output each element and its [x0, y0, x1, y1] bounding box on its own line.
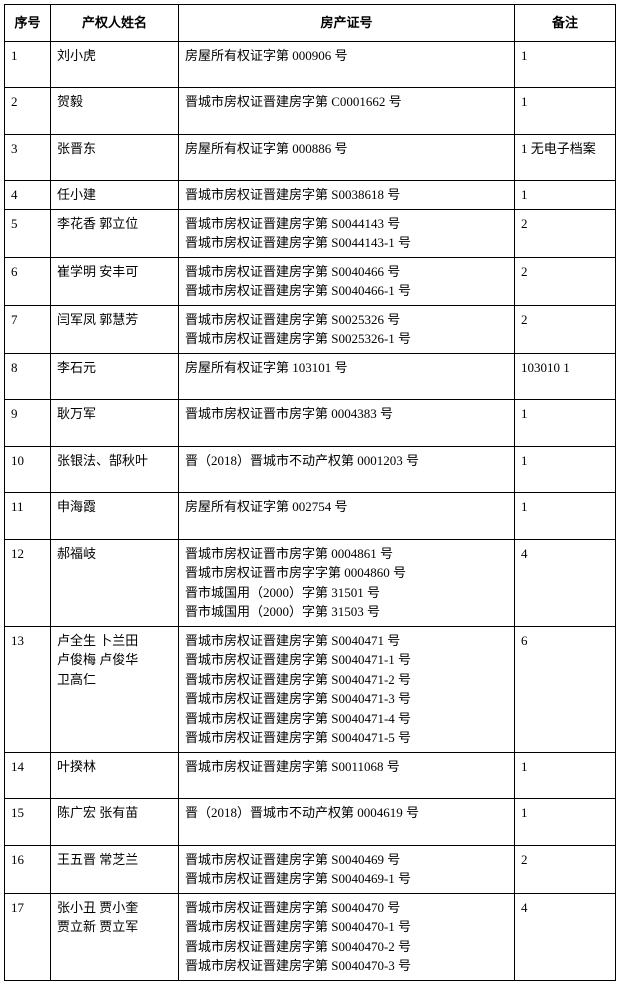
- cell-note: 1: [515, 41, 616, 88]
- table-row: 15陈广宏 张有苗晋（2018）晋城市不动产权第 0004619 号1: [5, 799, 616, 846]
- cell-name: 王五晋 常芝兰: [51, 845, 179, 893]
- table-row: 2贺毅晋城市房权证晋建房字第 C0001662 号1: [5, 88, 616, 135]
- cell-name: 叶揆林: [51, 752, 179, 799]
- cell-cert: 房屋所有权证字第 000886 号: [179, 134, 515, 181]
- cell-seq: 15: [5, 799, 51, 846]
- cell-seq: 17: [5, 893, 51, 980]
- table-row: 17张小丑 贾小奎 贾立新 贾立军晋城市房权证晋建房字第 S0040470 号 …: [5, 893, 616, 980]
- cell-note: 2: [515, 209, 616, 257]
- cell-seq: 2: [5, 88, 51, 135]
- cell-seq: 7: [5, 305, 51, 353]
- table-body: 1刘小虎房屋所有权证字第 000906 号12贺毅晋城市房权证晋建房字第 C00…: [5, 41, 616, 980]
- cell-cert: 晋（2018）晋城市不动产权第 0004619 号: [179, 799, 515, 846]
- cell-seq: 1: [5, 41, 51, 88]
- cell-name: 张小丑 贾小奎 贾立新 贾立军: [51, 893, 179, 980]
- cell-cert: 晋（2018）晋城市不动产权第 0001203 号: [179, 446, 515, 493]
- cell-seq: 5: [5, 209, 51, 257]
- table-row: 1刘小虎房屋所有权证字第 000906 号1: [5, 41, 616, 88]
- cell-name: 张银法、郜秋叶: [51, 446, 179, 493]
- cell-note: 2: [515, 257, 616, 305]
- table-row: 14叶揆林晋城市房权证晋建房字第 S0011068 号1: [5, 752, 616, 799]
- cell-note: 2: [515, 305, 616, 353]
- cell-seq: 10: [5, 446, 51, 493]
- table-row: 12郝福岐晋城市房权证晋市房字第 0004861 号 晋城市房权证晋市房字字第 …: [5, 539, 616, 626]
- cell-name: 卢全生 卜兰田 卢俊梅 卢俊华 卫高仁: [51, 626, 179, 752]
- cell-cert: 晋城市房权证晋建房字第 S0025326 号 晋城市房权证晋建房字第 S0025…: [179, 305, 515, 353]
- cell-seq: 8: [5, 353, 51, 400]
- cell-name: 刘小虎: [51, 41, 179, 88]
- property-table: 序号 产权人姓名 房产证号 备注 1刘小虎房屋所有权证字第 000906 号12…: [4, 4, 616, 981]
- cell-cert: 晋城市房权证晋建房字第 C0001662 号: [179, 88, 515, 135]
- cell-name: 崔学明 安丰可: [51, 257, 179, 305]
- cell-note: 1: [515, 799, 616, 846]
- table-row: 6崔学明 安丰可晋城市房权证晋建房字第 S0040466 号 晋城市房权证晋建房…: [5, 257, 616, 305]
- cell-cert: 晋城市房权证晋建房字第 S0040466 号 晋城市房权证晋建房字第 S0040…: [179, 257, 515, 305]
- table-row: 11申海霞房屋所有权证字第 002754 号1: [5, 493, 616, 540]
- cell-name: 任小建: [51, 181, 179, 210]
- cell-name: 贺毅: [51, 88, 179, 135]
- cell-note: 1 无电子档案: [515, 134, 616, 181]
- cell-cert: 晋城市房权证晋建房字第 S0040469 号 晋城市房权证晋建房字第 S0040…: [179, 845, 515, 893]
- cell-note: 1: [515, 752, 616, 799]
- cell-note: 4: [515, 893, 616, 980]
- cell-seq: 4: [5, 181, 51, 210]
- cell-seq: 13: [5, 626, 51, 752]
- cell-seq: 6: [5, 257, 51, 305]
- cell-cert: 房屋所有权证字第 000906 号: [179, 41, 515, 88]
- cell-note: 1: [515, 493, 616, 540]
- cell-cert: 晋城市房权证晋市房字第 0004383 号: [179, 400, 515, 447]
- cell-cert: 房屋所有权证字第 002754 号: [179, 493, 515, 540]
- cell-cert: 晋城市房权证晋建房字第 S0011068 号: [179, 752, 515, 799]
- cell-note: 103010 1: [515, 353, 616, 400]
- cell-name: 闫军凤 郭慧芳: [51, 305, 179, 353]
- cell-cert: 晋城市房权证晋建房字第 S0044143 号 晋城市房权证晋建房字第 S0044…: [179, 209, 515, 257]
- table-row: 16王五晋 常芝兰晋城市房权证晋建房字第 S0040469 号 晋城市房权证晋建…: [5, 845, 616, 893]
- cell-name: 李花香 郭立位: [51, 209, 179, 257]
- table-row: 3张晋东房屋所有权证字第 000886 号1 无电子档案: [5, 134, 616, 181]
- cell-name: 郝福岐: [51, 539, 179, 626]
- cell-note: 6: [515, 626, 616, 752]
- cell-seq: 14: [5, 752, 51, 799]
- cell-seq: 9: [5, 400, 51, 447]
- cell-name: 张晋东: [51, 134, 179, 181]
- cell-name: 李石元: [51, 353, 179, 400]
- table-row: 8李石元房屋所有权证字第 103101 号103010 1: [5, 353, 616, 400]
- table-row: 4任小建晋城市房权证晋建房字第 S0038618 号1: [5, 181, 616, 210]
- table-row: 7闫军凤 郭慧芳晋城市房权证晋建房字第 S0025326 号 晋城市房权证晋建房…: [5, 305, 616, 353]
- cell-name: 申海霞: [51, 493, 179, 540]
- cell-note: 4: [515, 539, 616, 626]
- table-row: 5李花香 郭立位晋城市房权证晋建房字第 S0044143 号 晋城市房权证晋建房…: [5, 209, 616, 257]
- cell-cert: 晋城市房权证晋建房字第 S0038618 号: [179, 181, 515, 210]
- cell-seq: 11: [5, 493, 51, 540]
- cell-name: 耿万军: [51, 400, 179, 447]
- cell-note: 2: [515, 845, 616, 893]
- cell-note: 1: [515, 181, 616, 210]
- cell-note: 1: [515, 88, 616, 135]
- header-cert: 房产证号: [179, 5, 515, 42]
- cell-note: 1: [515, 446, 616, 493]
- header-note: 备注: [515, 5, 616, 42]
- cell-name: 陈广宏 张有苗: [51, 799, 179, 846]
- table-row: 9耿万军晋城市房权证晋市房字第 0004383 号1: [5, 400, 616, 447]
- cell-cert: 晋城市房权证晋建房字第 S0040471 号 晋城市房权证晋建房字第 S0040…: [179, 626, 515, 752]
- cell-cert: 房屋所有权证字第 103101 号: [179, 353, 515, 400]
- cell-seq: 12: [5, 539, 51, 626]
- header-seq: 序号: [5, 5, 51, 42]
- table-row: 10张银法、郜秋叶晋（2018）晋城市不动产权第 0001203 号1: [5, 446, 616, 493]
- header-name: 产权人姓名: [51, 5, 179, 42]
- cell-note: 1: [515, 400, 616, 447]
- table-header-row: 序号 产权人姓名 房产证号 备注: [5, 5, 616, 42]
- table-row: 13卢全生 卜兰田 卢俊梅 卢俊华 卫高仁晋城市房权证晋建房字第 S004047…: [5, 626, 616, 752]
- cell-seq: 3: [5, 134, 51, 181]
- cell-seq: 16: [5, 845, 51, 893]
- cell-cert: 晋城市房权证晋市房字第 0004861 号 晋城市房权证晋市房字字第 00048…: [179, 539, 515, 626]
- cell-cert: 晋城市房权证晋建房字第 S0040470 号 晋城市房权证晋建房字第 S0040…: [179, 893, 515, 980]
